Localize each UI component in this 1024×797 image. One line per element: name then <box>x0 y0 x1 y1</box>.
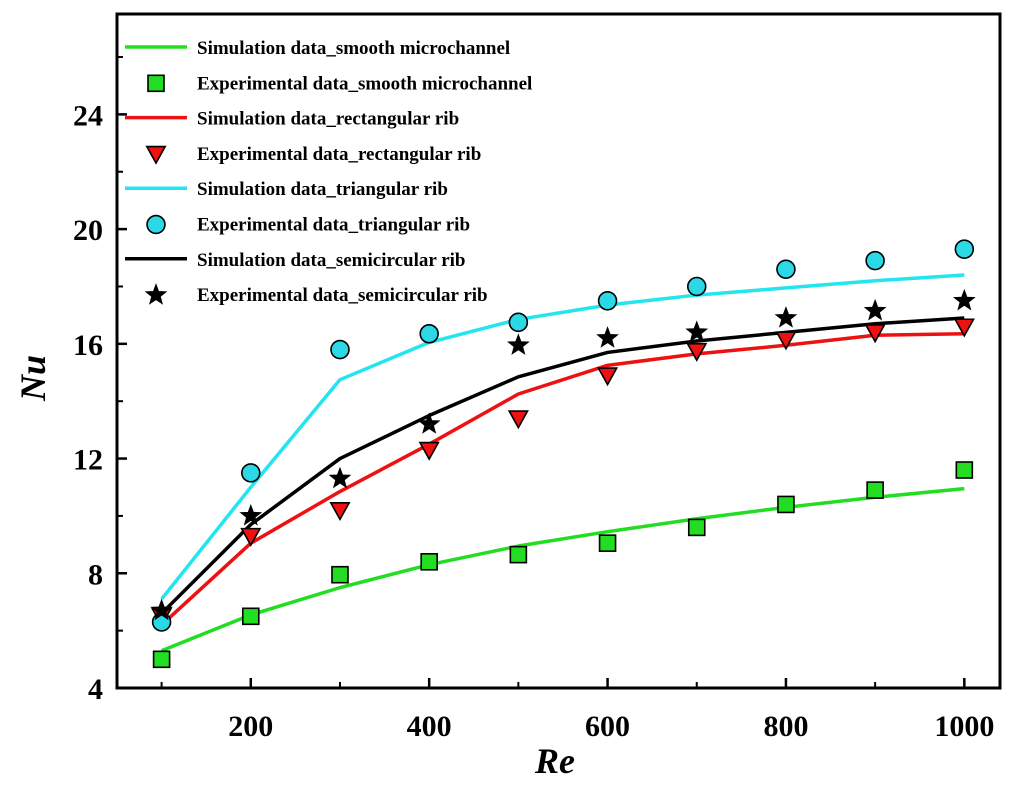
x-tick-label-1: 400 <box>407 710 452 743</box>
data-point-1-6 <box>687 518 706 537</box>
y-tick-label-5: 24 <box>73 99 103 132</box>
y-tick-label-1: 8 <box>88 558 103 591</box>
data-point-1-7 <box>777 495 795 514</box>
data-point-7-4 <box>507 333 530 355</box>
series-line-0 <box>160 486 965 653</box>
data-point-1-3 <box>420 553 438 571</box>
data-point-7-6 <box>685 320 709 343</box>
data-point-5-6 <box>686 276 707 297</box>
legend-label-3: Experimental data_rectangular rib <box>197 144 481 165</box>
data-point-1-1 <box>241 607 260 626</box>
data-point-3-2 <box>329 502 351 522</box>
data-point-7-8 <box>863 298 887 321</box>
axes: 200 400 600 800 1000 4 8 12 16 20 24 <box>73 12 1002 743</box>
data-point-3-8 <box>864 324 886 344</box>
legend-label-6: Simulation data_semicircular rib <box>197 250 465 271</box>
legend-label-0: Simulation data_smooth microchannel <box>197 38 510 59</box>
data-point-1-9 <box>955 461 974 479</box>
data-point-1-4 <box>509 545 528 564</box>
series-line-4 <box>160 273 965 601</box>
data-point-7-0 <box>150 598 173 621</box>
x-tick-label-3: 800 <box>763 710 808 743</box>
data-point-5-7 <box>776 259 796 280</box>
y-tick-label-2: 12 <box>73 444 103 477</box>
y-axis-title: Nu <box>13 355 53 402</box>
data-point-5-4 <box>508 312 529 333</box>
legend-label-2: Simulation data_rectangular rib <box>197 109 459 130</box>
data-point-7-3 <box>417 412 441 434</box>
x-tick-label-4: 1000 <box>934 710 994 743</box>
data-point-7-9 <box>952 288 976 311</box>
data-point-3-3 <box>418 441 440 461</box>
x-axis-title: Re <box>534 741 575 781</box>
data-point-3-5 <box>596 367 619 387</box>
data-point-7-7 <box>774 306 798 328</box>
legend-label-5: Experimental data_triangular rib <box>197 215 470 236</box>
legend-swatch-5 <box>146 214 166 235</box>
data-point-1-0 <box>152 650 171 669</box>
data-point-3-1 <box>240 527 262 547</box>
data-point-5-3 <box>419 324 439 344</box>
data-point-5-2 <box>330 339 350 360</box>
data-point-3-6 <box>686 342 708 362</box>
plot-frame <box>115 12 1002 690</box>
data-point-7-2 <box>328 466 352 489</box>
legend-label-7: Experimental data_semicircular rib <box>197 285 488 306</box>
data-point-5-1 <box>241 463 261 483</box>
data-point-1-5 <box>598 534 617 552</box>
series-layer <box>160 273 965 653</box>
data-point-5-5 <box>597 291 618 311</box>
data-point-3-4 <box>507 410 529 430</box>
legend-label-1: Experimental data_smooth microchannel <box>197 73 532 94</box>
data-point-1-8 <box>866 481 884 499</box>
data-point-7-1 <box>239 503 263 526</box>
legend-swatch-1 <box>147 74 165 93</box>
data-point-1-2 <box>331 565 349 584</box>
y-tick-label-3: 16 <box>73 329 103 362</box>
x-tick-label-0: 200 <box>228 710 273 743</box>
legend-swatch-7 <box>144 283 168 305</box>
legend-swatch-3 <box>145 145 167 165</box>
x-tick-label-2: 600 <box>585 710 630 743</box>
data-point-5-8 <box>865 250 885 271</box>
data-point-3-7 <box>775 331 797 351</box>
y-tick-label-0: 4 <box>88 673 103 706</box>
y-tick-label-4: 20 <box>73 214 103 247</box>
data-point-3-9 <box>953 318 975 338</box>
legend: Simulation data_smooth microchannel Exper… <box>125 38 532 306</box>
marker-layer <box>150 239 976 669</box>
data-point-7-5 <box>596 326 619 348</box>
series-line-2 <box>160 332 965 627</box>
data-point-5-9 <box>954 239 975 259</box>
series-line-6 <box>160 316 965 615</box>
data-point-5-0 <box>151 612 172 632</box>
legend-label-4: Simulation data_triangular rib <box>197 179 448 200</box>
